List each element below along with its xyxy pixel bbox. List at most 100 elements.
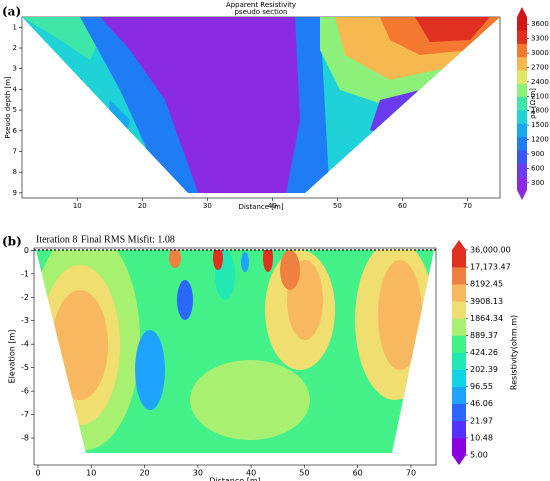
colorbar-band (517, 17, 527, 31)
colorbar-band (517, 110, 527, 124)
x-tick-label: 40 (246, 469, 256, 478)
y-tick-label: -7 (21, 410, 29, 419)
colorbar-tick-label: 21.97 (470, 416, 493, 425)
colorbar-band (517, 163, 527, 177)
colorbar-label: ρa [Ω·m] (529, 88, 537, 119)
y-tick-label: 6 (13, 127, 18, 135)
contour-field (36, 250, 434, 453)
x-tick-label: 70 (406, 469, 416, 478)
colorbar-tick-label: 1800 (531, 107, 549, 115)
colorbar-band (517, 150, 527, 164)
x-tick-label: 30 (193, 469, 203, 478)
colorbar-tick-label: 3000 (531, 49, 549, 57)
colorbar-tick-label: 2100 (531, 92, 549, 100)
colorbar-band (452, 369, 466, 387)
colorbar-tick-label: 1500 (531, 121, 549, 129)
y-tick-label: 1 (13, 23, 17, 31)
colorbar-tick-label: 424.26 (470, 348, 498, 357)
colorbar-band (452, 420, 466, 439)
colorbar-tick-label: 10.48 (470, 433, 493, 442)
x-tick-label: 60 (353, 469, 363, 478)
colorbar-label: Resistivity(ohm.m) (510, 315, 519, 390)
x-tick-label: 60 (398, 202, 407, 210)
y-tick-label: -3 (21, 316, 29, 325)
colorbar-tick-label: 5.00 (470, 451, 488, 460)
x-tick-label: 10 (73, 202, 82, 210)
colorbar-tick-label: 900 (531, 150, 544, 158)
x-tick-label: 30 (203, 202, 212, 210)
colorbar-tick-label: 3600 (531, 20, 549, 28)
colorbar-tick-label: 3908.13 (470, 297, 503, 306)
x-tick-label: 0 (35, 469, 40, 478)
colorbar-tick-label: 600 (531, 164, 544, 172)
colorbar-band (452, 318, 466, 336)
y-tick-label: 2 (13, 44, 17, 52)
x-tick-label: 20 (138, 202, 147, 210)
colorbar-tick-label: 3300 (531, 35, 549, 43)
colorbar-tick-label: 96.55 (470, 382, 493, 391)
y-tick-label: 8 (13, 168, 17, 176)
x-tick-label: 20 (139, 469, 149, 478)
chart-title: Iteration 8 (36, 234, 77, 245)
colorbar-band (517, 43, 527, 58)
colorbar-extend (517, 7, 527, 17)
y-tick-label: 5 (13, 106, 17, 114)
x-axis-label: Distance [m] (238, 203, 283, 211)
colorbar-tick-label: 889.37 (470, 331, 498, 340)
x-axis-label: Distance [m] (209, 477, 261, 481)
colorbar-tick-label: 46.06 (470, 399, 493, 408)
colorbar-extend (452, 455, 466, 465)
y-tick-label: -4 (21, 340, 29, 349)
chart-subtitle: Final RMS Misfit: 1.08 (81, 234, 175, 245)
y-tick-label: 3 (13, 65, 17, 73)
panel-label: (a) (2, 5, 21, 19)
colorbar-tick-label: 2400 (531, 78, 549, 86)
colorbar-band (452, 250, 466, 268)
colorbar-band (517, 30, 527, 44)
colorbar-tick-label: 2700 (531, 63, 549, 71)
y-tick-label: 9 (13, 189, 17, 197)
colorbar-band (517, 136, 527, 151)
colorbar-tick-label: 36,000.00 (470, 246, 511, 255)
y-tick-label: 0 (24, 246, 29, 255)
colorbar-band (452, 437, 466, 456)
x-tick-label: 40 (268, 202, 277, 210)
colorbar-band (452, 267, 466, 285)
colorbar-band (452, 301, 466, 319)
y-tick-label: -1 (21, 269, 29, 278)
colorbar-band (517, 176, 527, 191)
x-tick-label: 50 (333, 202, 342, 210)
y-tick-label: -6 (21, 387, 29, 396)
colorbar-extend (517, 190, 527, 200)
y-tick-label: 4 (13, 85, 18, 93)
y-tick-label: -5 (21, 363, 29, 372)
chart-title: Apparent Resistivity (226, 1, 296, 9)
colorbar-band (452, 403, 466, 422)
colorbar-band (517, 56, 527, 71)
colorbar-band (452, 352, 466, 370)
colorbar-tick-label: 202.39 (470, 365, 498, 374)
x-tick-label: 70 (463, 202, 472, 210)
chart-subtitle: pseudo section (235, 8, 288, 16)
colorbar-band (517, 96, 527, 111)
panel-label: (b) (2, 235, 22, 249)
colorbar-band (452, 335, 466, 353)
colorbar-band (452, 386, 466, 405)
colorbar-tick-label: 1200 (531, 136, 549, 144)
colorbar-band (517, 70, 527, 84)
colorbar-tick-label: 300 (531, 179, 544, 187)
colorbar-tick-label: 17,173.47 (470, 263, 511, 272)
colorbar-band (452, 284, 466, 302)
y-axis-label: Pseudo depth [m] (4, 76, 12, 139)
colorbar-extend (452, 240, 466, 250)
colorbar-tick-label: 8192.45 (470, 280, 503, 289)
y-tick-label: -8 (21, 434, 29, 443)
y-axis-label: Elevation [m] (8, 330, 17, 384)
colorbar-band (517, 83, 527, 98)
colorbar-band (517, 123, 527, 138)
x-tick-label: 50 (299, 469, 309, 478)
y-tick-label: -2 (21, 293, 29, 302)
y-tick-label: 7 (13, 147, 17, 155)
